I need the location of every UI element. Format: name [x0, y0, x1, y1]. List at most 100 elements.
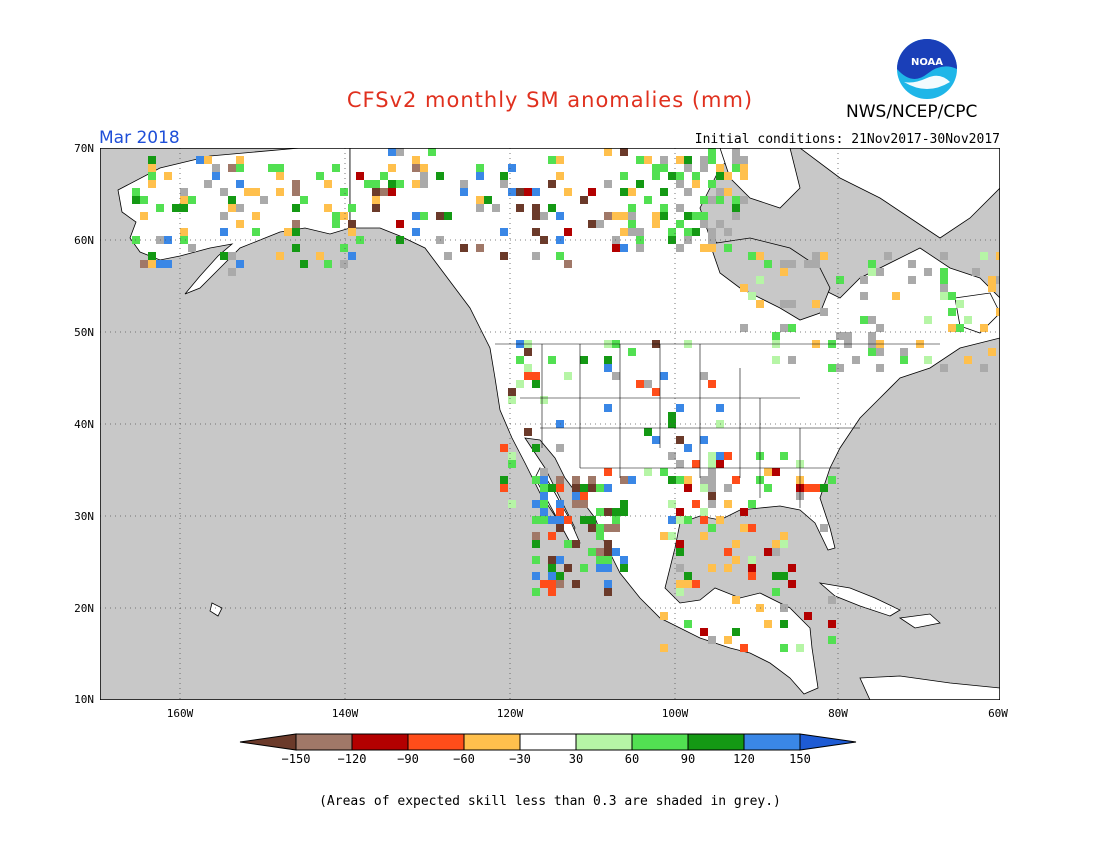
anomaly-cell	[148, 180, 156, 188]
colorbar-tick-label: 90	[680, 752, 696, 766]
anomaly-cell	[500, 172, 508, 180]
colorbar-tick-label: 150	[789, 752, 811, 766]
anomaly-cell	[196, 156, 204, 164]
anomaly-cell	[940, 252, 948, 260]
anomaly-cell	[764, 548, 772, 556]
anomaly-cell	[532, 540, 540, 548]
anomaly-cell	[524, 364, 532, 372]
anomaly-cell	[220, 228, 228, 236]
anomaly-cell	[164, 236, 172, 244]
colorbar-tick-label: −90	[397, 752, 419, 766]
anomaly-cell	[332, 212, 340, 220]
anomaly-cell	[820, 524, 828, 532]
anomaly-cell	[500, 444, 508, 452]
anomaly-cell	[708, 492, 716, 500]
anomaly-cell	[724, 548, 732, 556]
anomaly-cell	[708, 468, 716, 476]
anomaly-cell	[604, 364, 612, 372]
anomaly-cell	[572, 540, 580, 548]
anomaly-cell	[140, 260, 148, 268]
anomaly-cell	[324, 180, 332, 188]
anomaly-cell	[564, 228, 572, 236]
anomaly-cell	[732, 164, 740, 172]
anomaly-cell	[660, 188, 668, 196]
anomaly-cell	[772, 588, 780, 596]
anomaly-cell	[444, 252, 452, 260]
anomaly-cell	[788, 300, 796, 308]
anomaly-cell	[532, 380, 540, 388]
anomaly-cell	[660, 164, 668, 172]
anomaly-cell	[828, 364, 836, 372]
anomaly-cell	[556, 476, 564, 484]
colorbar-swatch	[575, 733, 633, 751]
anomaly-cell	[476, 172, 484, 180]
anomaly-cell	[828, 596, 836, 604]
anomaly-cell	[556, 156, 564, 164]
anomaly-cell	[276, 188, 284, 196]
anomaly-cell	[540, 212, 548, 220]
anomaly-cell	[532, 516, 540, 524]
anomaly-cell	[140, 196, 148, 204]
noaa-logo: NOAA	[897, 39, 957, 99]
lon-label-120w: 120W	[496, 707, 524, 720]
anomaly-cell	[276, 172, 284, 180]
anomaly-cell	[708, 484, 716, 492]
anomaly-cell	[148, 156, 156, 164]
anomaly-cell	[292, 244, 300, 252]
anomaly-cell	[564, 188, 572, 196]
anomaly-cell	[700, 508, 708, 516]
map-title: CFSv2 monthly SM anomalies (mm)	[346, 88, 754, 112]
anomaly-cell	[588, 516, 596, 524]
lat-label-30n: 30N	[74, 510, 94, 523]
anomaly-cell	[636, 156, 644, 164]
anomaly-cell	[516, 380, 524, 388]
anomaly-cell	[732, 204, 740, 212]
anomaly-cell	[412, 228, 420, 236]
anomaly-cell	[204, 180, 212, 188]
anomaly-cell	[668, 476, 676, 484]
anomaly-cell	[540, 516, 548, 524]
anomaly-cell	[740, 164, 748, 172]
anomaly-cell	[572, 500, 580, 508]
anomaly-cell	[732, 148, 740, 156]
anomaly-cell	[660, 156, 668, 164]
anomaly-cell	[548, 532, 556, 540]
anomaly-cell	[708, 524, 716, 532]
anomaly-cell	[388, 164, 396, 172]
anomaly-cell	[700, 372, 708, 380]
anomaly-cell	[508, 500, 516, 508]
anomaly-cell	[532, 500, 540, 508]
anomaly-cell	[220, 252, 228, 260]
anomaly-cell	[620, 244, 628, 252]
anomaly-cell	[876, 348, 884, 356]
anomaly-cell	[588, 188, 596, 196]
anomaly-cell	[532, 204, 540, 212]
colorbar-tick-label: −150	[281, 752, 311, 766]
anomaly-cell	[164, 260, 172, 268]
anomaly-cell	[588, 484, 596, 492]
lon-label-140w: 140W	[331, 707, 359, 720]
anomaly-cell	[924, 316, 932, 324]
anomaly-cell	[228, 204, 236, 212]
anomaly-cell	[540, 396, 548, 404]
anomaly-cell	[276, 164, 284, 172]
anomaly-cell	[612, 372, 620, 380]
anomaly-cell	[508, 188, 516, 196]
anomaly-cell	[204, 156, 212, 164]
lon-label-60w: 60W	[988, 707, 1008, 720]
anomaly-cell	[716, 220, 724, 228]
anomaly-cell	[588, 524, 596, 532]
anomaly-cell	[980, 324, 988, 332]
anomaly-cell	[772, 572, 780, 580]
anomaly-cell	[436, 212, 444, 220]
anomaly-cell	[604, 588, 612, 596]
anomaly-cell	[652, 220, 660, 228]
anomaly-cell	[804, 484, 812, 492]
anomaly-cell	[772, 356, 780, 364]
anomaly-cell	[836, 332, 844, 340]
anomaly-cell	[772, 548, 780, 556]
anomaly-cell	[612, 508, 620, 516]
anomaly-cell	[492, 204, 500, 212]
anomaly-cell	[684, 164, 692, 172]
anomaly-cell	[388, 148, 396, 156]
